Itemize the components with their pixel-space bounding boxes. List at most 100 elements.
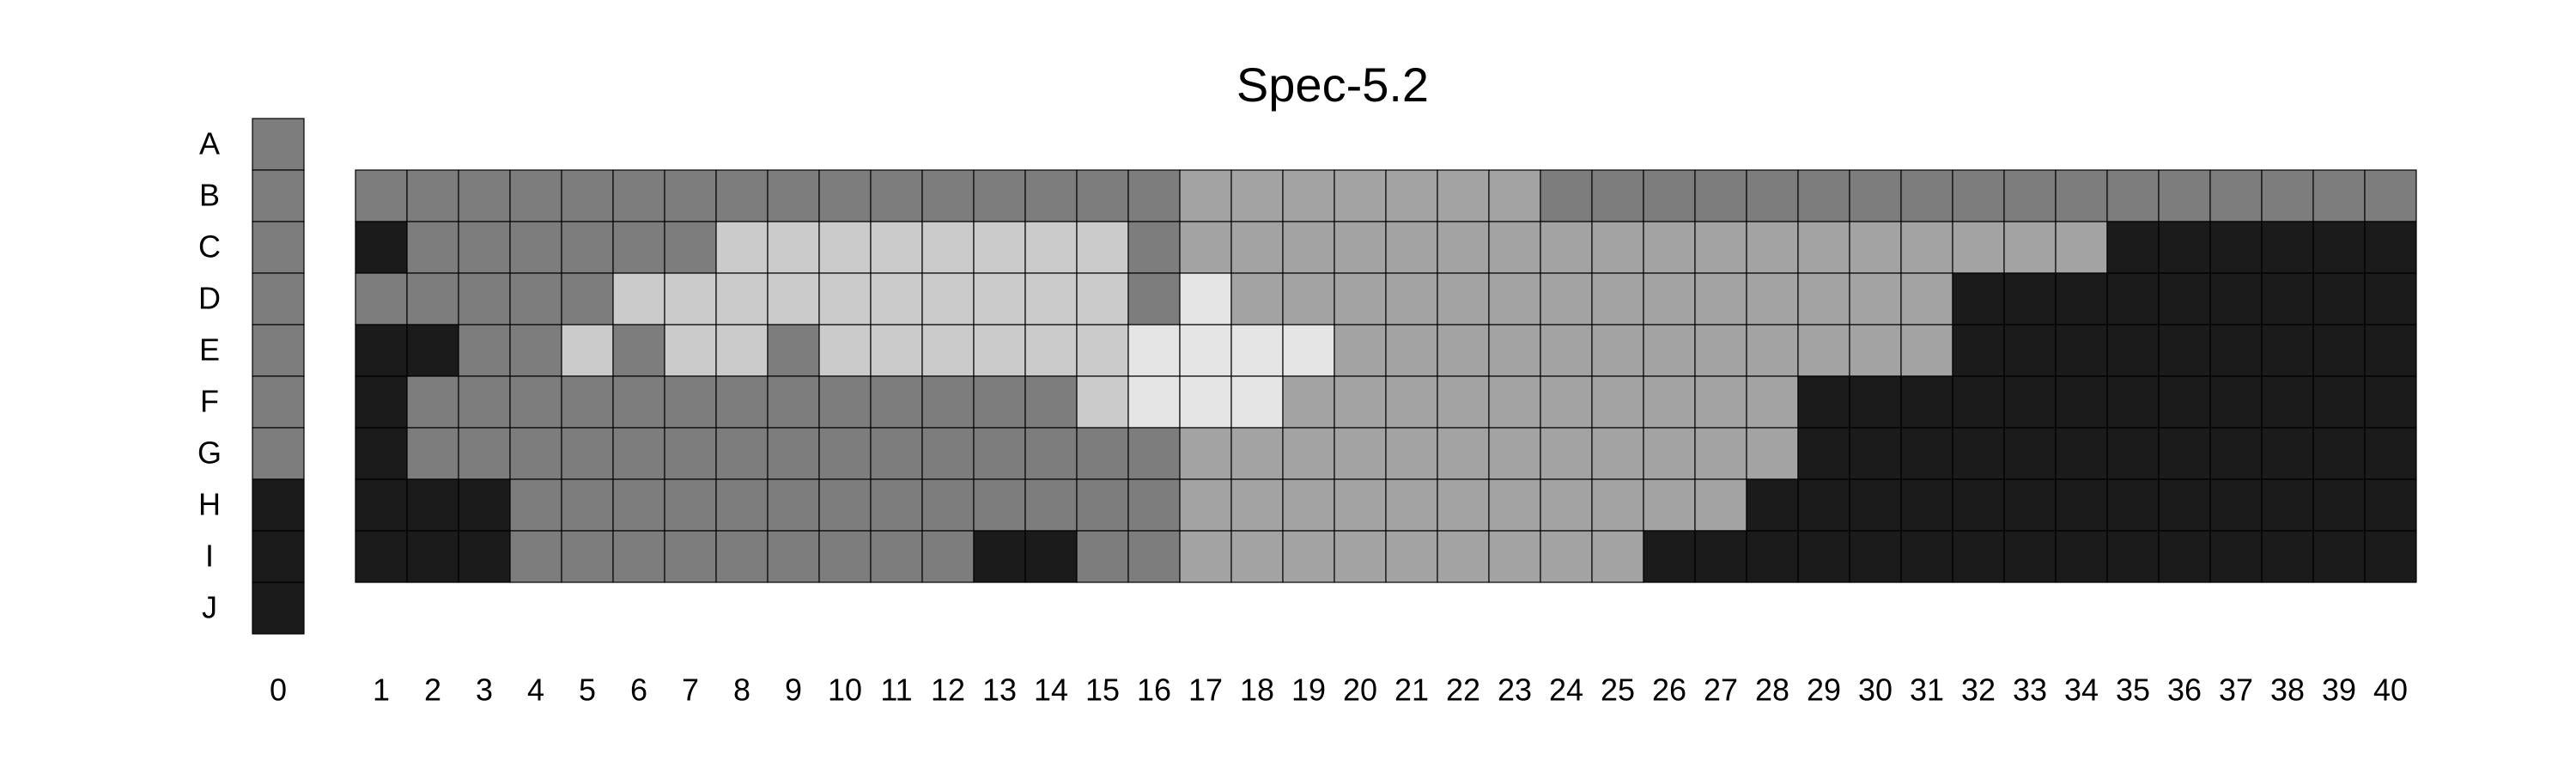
- cell-10-e: [818, 324, 872, 377]
- cell-27-i: [1694, 530, 1747, 583]
- cell-37-i: [2209, 530, 2263, 583]
- cell-15-e: [1076, 324, 1129, 377]
- cell-22-e: [1437, 324, 1490, 377]
- cell-2-f: [406, 375, 459, 429]
- cell-8-d: [715, 272, 769, 326]
- cell-26-f: [1643, 375, 1696, 429]
- cell-36-c: [2158, 221, 2211, 274]
- cell-5-d: [561, 272, 614, 326]
- row-label-b: B: [199, 178, 220, 213]
- cell-31-f: [1900, 375, 1953, 429]
- cell-39-c: [2312, 221, 2366, 274]
- cell-20-g: [1334, 427, 1387, 480]
- cell-14-d: [1024, 272, 1078, 326]
- cell-2-h: [406, 478, 459, 532]
- cell-12-h: [921, 478, 975, 532]
- cell-13-h: [973, 478, 1026, 532]
- cell-1-b: [355, 169, 408, 222]
- cell-35-i: [2106, 530, 2160, 583]
- col-label-25: 25: [1601, 673, 1635, 708]
- cell-16-f: [1127, 375, 1181, 429]
- row-label-h: H: [198, 487, 221, 522]
- cell-6-f: [612, 375, 665, 429]
- cell-17-i: [1179, 530, 1232, 583]
- cell-29-g: [1797, 427, 1850, 480]
- cell-30-c: [1849, 221, 1902, 274]
- cell-8-e: [715, 324, 769, 377]
- cell-13-b: [973, 169, 1026, 222]
- cell-30-i: [1849, 530, 1902, 583]
- cell-2-g: [406, 427, 459, 480]
- cell-38-h: [2261, 478, 2314, 532]
- cell-22-c: [1437, 221, 1490, 274]
- cell-23-d: [1488, 272, 1541, 326]
- cell-17-e: [1179, 324, 1232, 377]
- cell-18-e: [1230, 324, 1284, 377]
- cell-4-h: [509, 478, 562, 532]
- col-label-37: 37: [2219, 673, 2253, 708]
- cell-14-e: [1024, 324, 1078, 377]
- cell-28-e: [1746, 324, 1799, 377]
- cell-24-d: [1540, 272, 1593, 326]
- cell-0-b: [252, 169, 305, 222]
- cell-1-i: [355, 530, 408, 583]
- col-label-8: 8: [733, 673, 750, 708]
- cell-38-b: [2261, 169, 2314, 222]
- cell-20-c: [1334, 221, 1387, 274]
- cell-6-g: [612, 427, 665, 480]
- cell-37-c: [2209, 221, 2263, 274]
- cell-14-h: [1024, 478, 1078, 532]
- cell-22-d: [1437, 272, 1490, 326]
- row-label-i: I: [205, 539, 214, 574]
- cell-30-f: [1849, 375, 1902, 429]
- cell-25-i: [1591, 530, 1644, 583]
- cell-15-g: [1076, 427, 1129, 480]
- cell-28-f: [1746, 375, 1799, 429]
- cell-35-c: [2106, 221, 2160, 274]
- cell-18-f: [1230, 375, 1284, 429]
- col-label-28: 28: [1755, 673, 1789, 708]
- cell-12-e: [921, 324, 975, 377]
- col-label-3: 3: [476, 673, 493, 708]
- cell-1-f: [355, 375, 408, 429]
- cell-0-a: [252, 118, 305, 171]
- cell-29-e: [1797, 324, 1850, 377]
- cell-6-d: [612, 272, 665, 326]
- cell-32-g: [1952, 427, 2005, 480]
- cell-15-d: [1076, 272, 1129, 326]
- cell-33-g: [2003, 427, 2057, 480]
- cell-15-c: [1076, 221, 1129, 274]
- cell-32-c: [1952, 221, 2005, 274]
- cell-16-g: [1127, 427, 1181, 480]
- cell-12-c: [921, 221, 975, 274]
- cell-13-f: [973, 375, 1026, 429]
- row-label-f: F: [200, 384, 219, 419]
- col-label-39: 39: [2322, 673, 2356, 708]
- cell-24-c: [1540, 221, 1593, 274]
- cell-25-d: [1591, 272, 1644, 326]
- cell-6-b: [612, 169, 665, 222]
- cell-0-c: [252, 221, 305, 274]
- cell-34-c: [2055, 221, 2108, 274]
- cell-31-e: [1900, 324, 1953, 377]
- cell-29-c: [1797, 221, 1850, 274]
- cell-0-j: [252, 581, 305, 635]
- cell-12-d: [921, 272, 975, 326]
- cell-5-b: [561, 169, 614, 222]
- cell-19-h: [1282, 478, 1335, 532]
- cell-35-e: [2106, 324, 2160, 377]
- col-label-16: 16: [1137, 673, 1171, 708]
- cell-14-f: [1024, 375, 1078, 429]
- cell-27-e: [1694, 324, 1747, 377]
- cell-5-c: [561, 221, 614, 274]
- col-label-18: 18: [1240, 673, 1274, 708]
- col-label-17: 17: [1188, 673, 1223, 708]
- cell-27-h: [1694, 478, 1747, 532]
- cell-39-i: [2312, 530, 2366, 583]
- cell-23-g: [1488, 427, 1541, 480]
- col-label-7: 7: [682, 673, 699, 708]
- cell-4-i: [509, 530, 562, 583]
- cell-5-i: [561, 530, 614, 583]
- cell-13-e: [973, 324, 1026, 377]
- cell-37-g: [2209, 427, 2263, 480]
